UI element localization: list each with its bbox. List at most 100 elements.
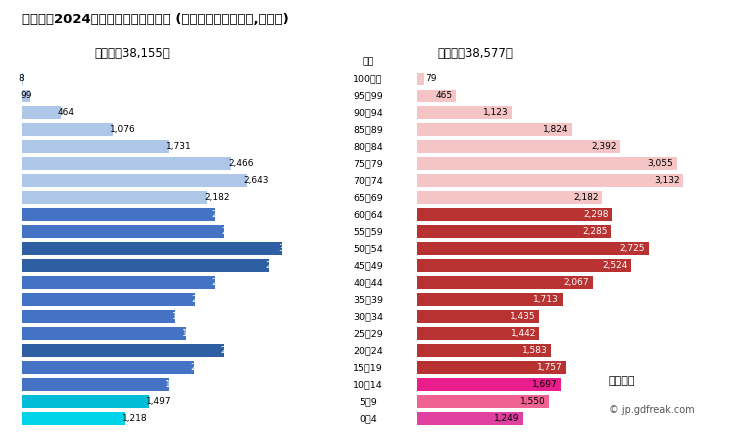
- Bar: [417, 361, 566, 374]
- Text: 1,076: 1,076: [110, 125, 136, 134]
- Bar: [22, 344, 224, 357]
- Bar: [22, 243, 281, 255]
- Bar: [417, 243, 649, 255]
- Text: 1,926: 1,926: [182, 329, 208, 338]
- Bar: [22, 191, 207, 204]
- Bar: [22, 259, 269, 272]
- Bar: [417, 73, 424, 85]
- Text: 2,182: 2,182: [574, 193, 599, 202]
- Text: 65～69: 65～69: [354, 193, 383, 202]
- Text: 25～29: 25～29: [354, 329, 383, 338]
- Bar: [22, 293, 195, 306]
- Text: 2,298: 2,298: [583, 210, 609, 219]
- Text: 1,123: 1,123: [483, 109, 509, 117]
- Bar: [22, 141, 169, 153]
- Bar: [417, 89, 456, 102]
- Text: 2,383: 2,383: [221, 227, 246, 236]
- Text: 80～84: 80～84: [354, 142, 383, 151]
- Text: 40～44: 40～44: [354, 278, 383, 287]
- Text: 1,442: 1,442: [511, 329, 536, 338]
- Bar: [417, 106, 512, 119]
- Bar: [417, 158, 677, 170]
- Text: 1,726: 1,726: [165, 380, 191, 389]
- Text: 79: 79: [425, 74, 437, 83]
- Text: 2,466: 2,466: [228, 159, 254, 168]
- Bar: [417, 328, 539, 340]
- Text: 単位：人: 単位：人: [609, 376, 635, 386]
- Text: 2,268: 2,268: [211, 210, 237, 219]
- Text: 1,583: 1,583: [522, 346, 548, 355]
- Bar: [417, 259, 631, 272]
- Bar: [22, 226, 225, 238]
- Text: 2,038: 2,038: [192, 295, 217, 304]
- Bar: [22, 89, 31, 102]
- Text: 1,805: 1,805: [172, 312, 198, 321]
- Text: 2,182: 2,182: [204, 193, 230, 202]
- Text: 45～49: 45～49: [354, 261, 383, 270]
- Text: 女性計：38,577人: 女性計：38,577人: [437, 47, 513, 60]
- Bar: [417, 208, 612, 221]
- Bar: [417, 276, 593, 289]
- Bar: [417, 123, 572, 136]
- Bar: [417, 413, 523, 425]
- Text: 3,056: 3,056: [278, 244, 304, 253]
- Text: 1,550: 1,550: [520, 397, 545, 406]
- Text: 2,285: 2,285: [582, 227, 608, 236]
- Text: 2,524: 2,524: [603, 261, 628, 270]
- Text: 不詳: 不詳: [362, 57, 374, 66]
- Text: 15～19: 15～19: [354, 363, 383, 372]
- Text: 5～9: 5～9: [359, 397, 377, 406]
- Text: 1,435: 1,435: [510, 312, 536, 321]
- Text: 1,497: 1,497: [146, 397, 171, 406]
- Bar: [22, 208, 214, 221]
- Text: 2,392: 2,392: [591, 142, 617, 151]
- Text: 35～39: 35～39: [353, 295, 383, 304]
- Text: 1,249: 1,249: [494, 414, 520, 423]
- Text: 1,824: 1,824: [543, 125, 569, 134]
- Bar: [22, 328, 186, 340]
- Text: 10～14: 10～14: [354, 380, 383, 389]
- Bar: [417, 395, 549, 408]
- Text: © jp.gdfreak.com: © jp.gdfreak.com: [609, 405, 694, 415]
- Text: 3,055: 3,055: [647, 159, 673, 168]
- Bar: [417, 226, 611, 238]
- Text: 舞鶴市の2024年１月１日の人口構成 (住民基本台帳ベース,総人口): 舞鶴市の2024年１月１日の人口構成 (住民基本台帳ベース,総人口): [22, 13, 289, 26]
- Text: 2,725: 2,725: [620, 244, 645, 253]
- Text: 60～64: 60～64: [354, 210, 383, 219]
- Bar: [22, 361, 194, 374]
- Text: 男性計：38,155人: 男性計：38,155人: [95, 47, 171, 60]
- Text: 55～59: 55～59: [354, 227, 383, 236]
- Bar: [22, 123, 113, 136]
- Text: 85～89: 85～89: [354, 125, 383, 134]
- Text: 100歳～: 100歳～: [354, 74, 383, 83]
- Text: 75～79: 75～79: [354, 159, 383, 168]
- Bar: [417, 378, 561, 391]
- Bar: [22, 413, 125, 425]
- Bar: [22, 378, 168, 391]
- Bar: [417, 311, 539, 323]
- Text: 2,268: 2,268: [211, 278, 237, 287]
- Text: 50～54: 50～54: [354, 244, 383, 253]
- Text: 70～74: 70～74: [354, 176, 383, 185]
- Text: 1,731: 1,731: [165, 142, 191, 151]
- Text: 99: 99: [20, 91, 32, 101]
- Text: 2,020: 2,020: [190, 363, 216, 372]
- Text: 2,907: 2,907: [265, 261, 291, 270]
- Text: 2,643: 2,643: [243, 176, 268, 185]
- Text: 3,132: 3,132: [654, 176, 679, 185]
- Text: 465: 465: [436, 91, 453, 101]
- Bar: [22, 174, 246, 187]
- Text: 95～99: 95～99: [354, 91, 383, 101]
- Bar: [417, 141, 620, 153]
- Bar: [417, 191, 602, 204]
- Text: 30～34: 30～34: [353, 312, 383, 321]
- Bar: [22, 158, 232, 170]
- Bar: [22, 311, 175, 323]
- Text: 90～94: 90～94: [354, 109, 383, 117]
- Text: 20～24: 20～24: [354, 346, 383, 355]
- Text: 2,067: 2,067: [564, 278, 589, 287]
- Text: 464: 464: [58, 109, 75, 117]
- Bar: [417, 293, 563, 306]
- Text: 1,713: 1,713: [534, 295, 559, 304]
- Text: 1,218: 1,218: [122, 414, 148, 423]
